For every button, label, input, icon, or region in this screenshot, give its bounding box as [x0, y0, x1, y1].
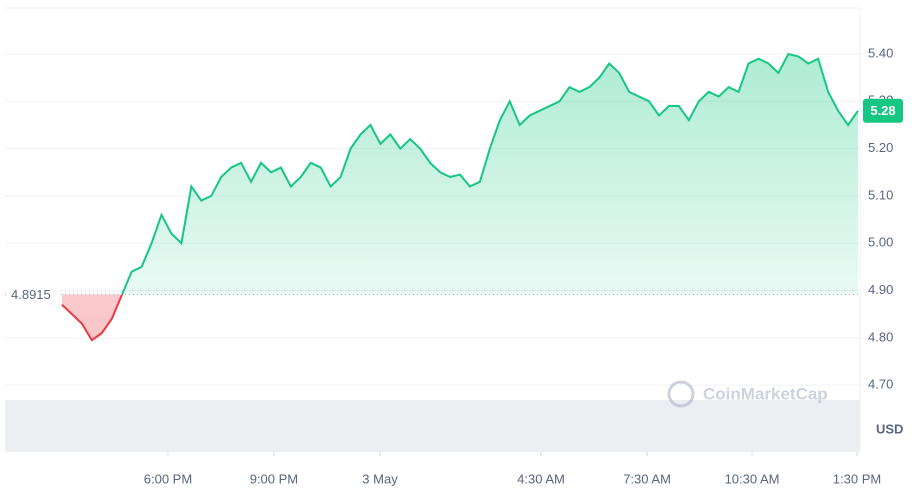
y-tick-label: 4.90 [868, 282, 893, 297]
y-tick-label: 5.00 [868, 235, 893, 250]
unit-label: USD [876, 421, 903, 436]
area-up [62, 54, 858, 295]
baseline-label-bg [6, 285, 60, 304]
y-tick-label: 5.40 [868, 45, 893, 60]
watermark-text: CoinMarketCap [703, 384, 828, 403]
x-tick-label: 3 May [362, 471, 398, 486]
x-tick-label: 7:30 AM [623, 471, 671, 486]
watermark: CoinMarketCap [667, 380, 828, 408]
x-tick-label: 9:00 PM [250, 471, 298, 486]
baseline-label: 4.8915 [11, 287, 51, 302]
x-tick-label: 4:30 AM [517, 471, 565, 486]
x-tick-label: 6:00 PM [144, 471, 192, 486]
last-price-badge [863, 98, 903, 123]
x-tick-label: 1:30 PM [833, 471, 881, 486]
y-tick-label: 5.10 [868, 187, 893, 202]
y-tick-label: 4.70 [868, 377, 893, 392]
last-price-label: 5.28 [870, 103, 895, 118]
y-tick-label: 5.20 [868, 140, 893, 155]
watermark-logo [667, 380, 695, 408]
area-down [62, 294, 122, 341]
volume-area [5, 400, 860, 452]
x-tick-label: 10:30 AM [725, 471, 780, 486]
y-tick-label: 4.80 [868, 329, 893, 344]
marks [61, 52, 859, 342]
line-up [120, 52, 859, 295]
